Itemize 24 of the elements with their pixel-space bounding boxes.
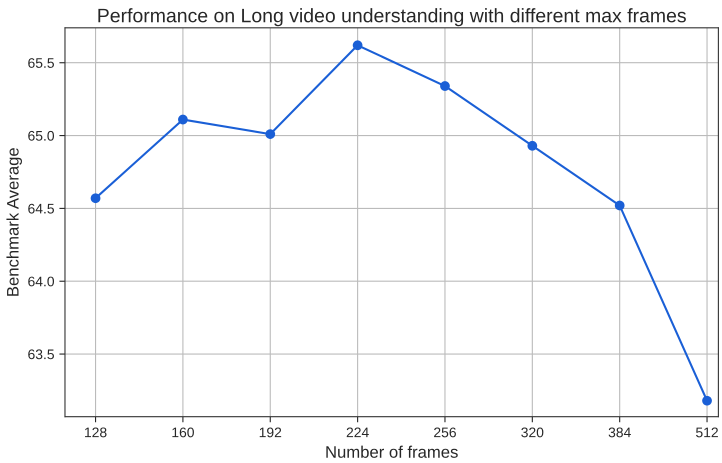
x-tick-label: 320 (521, 427, 544, 438)
point (352, 40, 362, 50)
y-axis-title: Benchmark Average (6, 148, 22, 296)
x-tick-label: 224 (346, 427, 369, 438)
x-axis-title: Number of frames (326, 446, 458, 458)
x-tick-label: 384 (608, 427, 631, 438)
x-tick-label: 160 (172, 427, 194, 438)
y-tick-label: 64.5 (28, 204, 54, 214)
x-tick-label: 256 (434, 427, 456, 438)
point (440, 81, 450, 91)
chart-title: Performance on Long video understanding with different max frames (98, 8, 686, 26)
y-tick-label: 65.0 (28, 130, 54, 141)
point (527, 140, 538, 151)
x-tick-label: 128 (85, 427, 107, 438)
y-tick-label: 64.0 (28, 276, 54, 286)
x-tick-label: 192 (260, 427, 282, 438)
x-tick-label: 512 (696, 427, 718, 438)
point (265, 129, 276, 139)
y-tick-label: 63.5 (28, 349, 54, 360)
point (614, 200, 625, 210)
point (702, 396, 712, 406)
y-tick-label: 65.5 (28, 58, 54, 68)
point (178, 114, 188, 124)
point (90, 193, 100, 204)
